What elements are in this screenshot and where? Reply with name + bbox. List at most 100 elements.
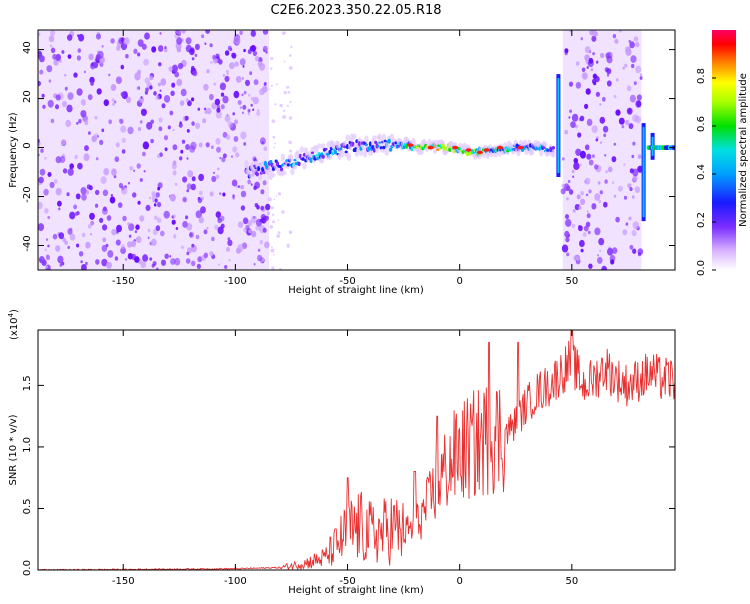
noise-speckle xyxy=(276,83,278,86)
noise-speckle xyxy=(275,195,278,198)
noise-speckle xyxy=(120,244,126,250)
noise-speckle xyxy=(240,131,247,140)
noise-speckle xyxy=(250,103,253,107)
noise-speckle xyxy=(586,213,591,219)
noise-speckle xyxy=(220,104,225,110)
noise-speckle xyxy=(625,222,629,226)
noise-speckle xyxy=(564,51,568,56)
snr-panel: -150 -100 -50 0 50 0.0 0.5 1.0 1.5 Height of st… xyxy=(7,309,676,596)
noise-speckle xyxy=(277,231,281,235)
noise-speckle xyxy=(222,153,227,159)
noise-speckle xyxy=(39,55,45,63)
ridge-halo xyxy=(411,137,416,146)
noise-speckle xyxy=(571,223,576,229)
noise-speckle xyxy=(201,34,205,38)
noise-speckle xyxy=(282,109,286,113)
noise-speckle xyxy=(171,219,176,225)
noise-speckle xyxy=(182,197,187,203)
noise-speckle xyxy=(286,104,289,107)
noise-speckle xyxy=(85,241,91,249)
ridge-mark xyxy=(367,146,371,152)
noise-speckle xyxy=(242,104,247,110)
noise-speckle xyxy=(180,88,187,97)
ridge-halo xyxy=(481,152,486,158)
noise-speckle xyxy=(158,62,162,67)
noise-speckle xyxy=(158,45,164,52)
noise-speckle xyxy=(633,36,639,42)
noise-speckle xyxy=(62,168,68,174)
noise-speckle xyxy=(55,53,62,62)
noise-speckle xyxy=(203,83,209,91)
noise-speckle xyxy=(186,157,189,160)
noise-speckle xyxy=(253,216,256,219)
noise-speckle xyxy=(69,163,74,170)
noise-speckle xyxy=(250,183,253,186)
noise-speckle xyxy=(632,141,636,146)
noise-speckle xyxy=(58,232,65,240)
noise-speckle xyxy=(107,250,114,258)
noise-speckle xyxy=(288,66,293,70)
noise-speckle xyxy=(215,110,222,119)
noise-speckle xyxy=(57,255,64,264)
x-tick-label: -50 xyxy=(339,276,355,287)
ridge-halo xyxy=(317,143,322,149)
noise-speckle xyxy=(139,215,145,222)
ridge-halo xyxy=(384,148,389,156)
noise-speckle xyxy=(580,198,586,205)
noise-speckle xyxy=(577,132,582,138)
colorbar: 0.0 0.2 0.4 0.6 0.8 Normalized spectral ampl… xyxy=(696,30,749,276)
noise-speckle xyxy=(177,62,184,70)
noise-speckle xyxy=(111,98,115,102)
noise-speckle xyxy=(127,253,133,260)
noise-speckle xyxy=(155,192,160,198)
noise-speckle xyxy=(585,88,591,95)
noise-speckle xyxy=(205,30,210,34)
noise-speckle xyxy=(629,41,635,49)
noise-speckle xyxy=(615,216,620,223)
ridge-halo xyxy=(358,148,364,157)
noise-speckle xyxy=(171,82,176,88)
ridge-mark xyxy=(551,146,556,150)
snr-multiplier-exponent: 4 xyxy=(7,312,15,317)
noise-speckle xyxy=(64,240,68,245)
noise-speckle xyxy=(186,129,190,133)
noise-speckle xyxy=(93,133,99,140)
noise-speckle xyxy=(196,263,201,269)
noise-speckle xyxy=(615,109,621,116)
noise-speckle xyxy=(209,93,214,101)
noise-speckle xyxy=(233,136,239,142)
noise-speckle xyxy=(634,186,641,194)
noise-speckle xyxy=(133,169,136,172)
noise-speckle xyxy=(271,119,276,123)
noise-speckle xyxy=(96,88,102,95)
noise-speckle xyxy=(153,91,157,96)
noise-speckle xyxy=(599,103,602,106)
noise-speckle xyxy=(147,228,151,233)
noise-speckle xyxy=(137,127,142,131)
noise-speckle xyxy=(235,75,242,83)
noise-speckle xyxy=(579,150,587,159)
noise-speckle xyxy=(624,63,628,68)
noise-speckle xyxy=(270,248,275,253)
noise-speckle xyxy=(171,64,178,73)
noise-speckle xyxy=(254,55,260,62)
noise-speckle xyxy=(237,244,244,252)
noise-speckle xyxy=(118,182,123,189)
noise-speckle xyxy=(130,240,136,248)
ridge-halo xyxy=(539,149,544,157)
snr-y-axis: 0.0 0.5 1.0 1.5 xyxy=(22,375,675,576)
noise-speckle xyxy=(209,251,214,257)
noise-speckle xyxy=(286,243,290,248)
noise-speckle xyxy=(95,157,99,161)
ridge-peak xyxy=(407,143,414,147)
noise-speckle xyxy=(251,215,257,224)
noise-speckle xyxy=(598,237,605,246)
noise-speckle xyxy=(262,180,267,186)
noise-speckle xyxy=(283,31,286,34)
noise-speckle xyxy=(270,56,274,61)
noise-speckle xyxy=(195,234,200,240)
noise-speckle xyxy=(591,78,597,85)
noise-speckle xyxy=(172,214,176,219)
noise-speckle xyxy=(214,98,221,106)
ridge-halo xyxy=(290,168,295,175)
